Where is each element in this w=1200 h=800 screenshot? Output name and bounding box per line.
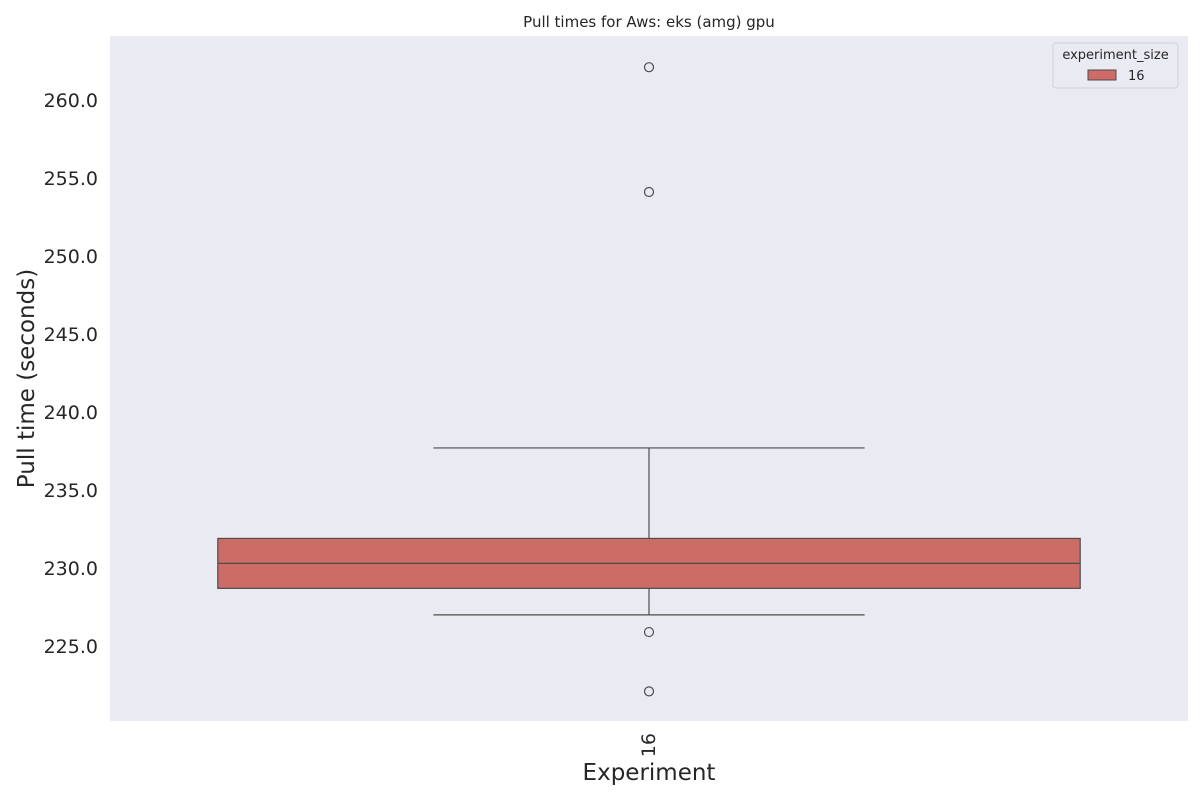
- y-tick-label: 240.0: [44, 402, 98, 424]
- legend-frame: [1052, 42, 1179, 89]
- y-tick-label: 255.0: [44, 168, 98, 190]
- x-axis-label: Experiment: [583, 760, 716, 786]
- y-tick-label: 235.0: [44, 480, 98, 502]
- outlier-point: [643, 186, 655, 198]
- outlier-point: [643, 62, 655, 73]
- legend: experiment_size 16: [1052, 42, 1179, 89]
- y-tick-label: 250.0: [44, 246, 98, 268]
- x-axis-ticks: 16: [638, 733, 660, 757]
- chart-title: Pull times for Aws: eks (amg) gpu: [523, 13, 775, 31]
- y-tick-label: 260.0: [44, 90, 98, 112]
- legend-swatch-16: [1087, 69, 1117, 81]
- y-tick-label: 245.0: [44, 324, 98, 346]
- plot-area: [110, 36, 1188, 721]
- y-axis-label: Pull time (seconds): [14, 269, 40, 488]
- x-tick-label: 16: [638, 733, 660, 757]
- outlier-point: [643, 686, 655, 697]
- boxes-group: [217, 62, 1081, 697]
- y-tick-label: 225.0: [44, 636, 98, 658]
- outlier-point: [643, 626, 655, 638]
- legend-entry-16: 16: [1128, 69, 1145, 84]
- legend-title: experiment_size: [1062, 48, 1168, 63]
- y-tick-label: 230.0: [44, 558, 98, 580]
- y-axis-ticks: 225.0 230.0 235.0 240.0 245.0 250.0 255.0 260.0: [44, 90, 98, 658]
